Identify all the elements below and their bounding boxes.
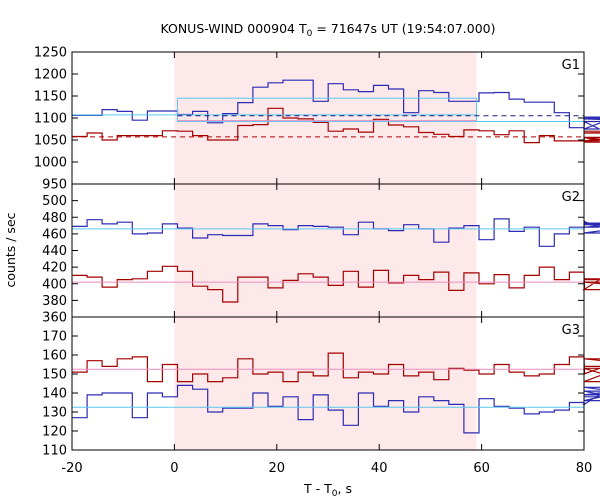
y-axis-label: counts / sec: [3, 212, 18, 287]
g3-panel-frame: [71, 316, 585, 451]
g3-y-tick-label: 130: [42, 406, 67, 421]
g3-y-tick-label: 140: [42, 387, 67, 402]
g2-y-tick-label: 360: [42, 311, 67, 326]
g1-y-tick-label: 1250: [34, 46, 67, 61]
g3-y-tick-label: 110: [42, 444, 67, 459]
g3-series-1-blue: [72, 384, 600, 434]
g3-y-tick-label: 160: [42, 349, 67, 364]
g2-panel-label: G2: [562, 190, 580, 205]
x-tick-label: 20: [269, 461, 286, 476]
g2-y-tick-label: 480: [42, 211, 67, 226]
g1-y-tick-label: 1000: [34, 156, 67, 171]
chart-title: KONUS-WIND 000904 T0 = 71647s UT (19:54:…: [160, 21, 495, 39]
g1-y-tick-label: 1050: [34, 134, 67, 149]
g1-y-tick-label: 1200: [34, 68, 67, 83]
g2-series-2-red: [72, 265, 600, 303]
x-tick-label: 40: [371, 461, 388, 476]
g1-y-tick-label: 1150: [34, 90, 67, 105]
g3-panel-label: G3: [562, 323, 580, 338]
g1-series-3-light-blue-box: [176, 97, 477, 123]
g1-y-tick-label: 1100: [34, 112, 67, 127]
g2-y-tick-label: 420: [42, 261, 67, 276]
x-tick-label: 80: [576, 461, 593, 476]
g3-series-2-red: [72, 352, 600, 383]
g2-y-tick-label: 400: [42, 277, 67, 292]
g2-y-tick-label: 500: [42, 194, 67, 209]
x-tick-label: -20: [61, 461, 82, 476]
g1-panel-label: G1: [562, 58, 580, 73]
highlight-interval: [174, 52, 477, 450]
g3-y-tick-label: 120: [42, 425, 67, 440]
g3-y-tick-label: 150: [42, 368, 67, 383]
x-tick-label: 60: [473, 461, 490, 476]
x-axis-label: T - T0, s: [303, 481, 352, 499]
g1-y-tick-label: 950: [42, 178, 67, 193]
g1-series-2-red: [72, 107, 600, 144]
g3-y-tick-label: 170: [42, 330, 67, 345]
g2-y-tick-label: 460: [42, 227, 67, 242]
g2-y-tick-label: 440: [42, 244, 67, 259]
g2-y-tick-label: 380: [42, 294, 67, 309]
x-tick-label: 0: [170, 461, 178, 476]
